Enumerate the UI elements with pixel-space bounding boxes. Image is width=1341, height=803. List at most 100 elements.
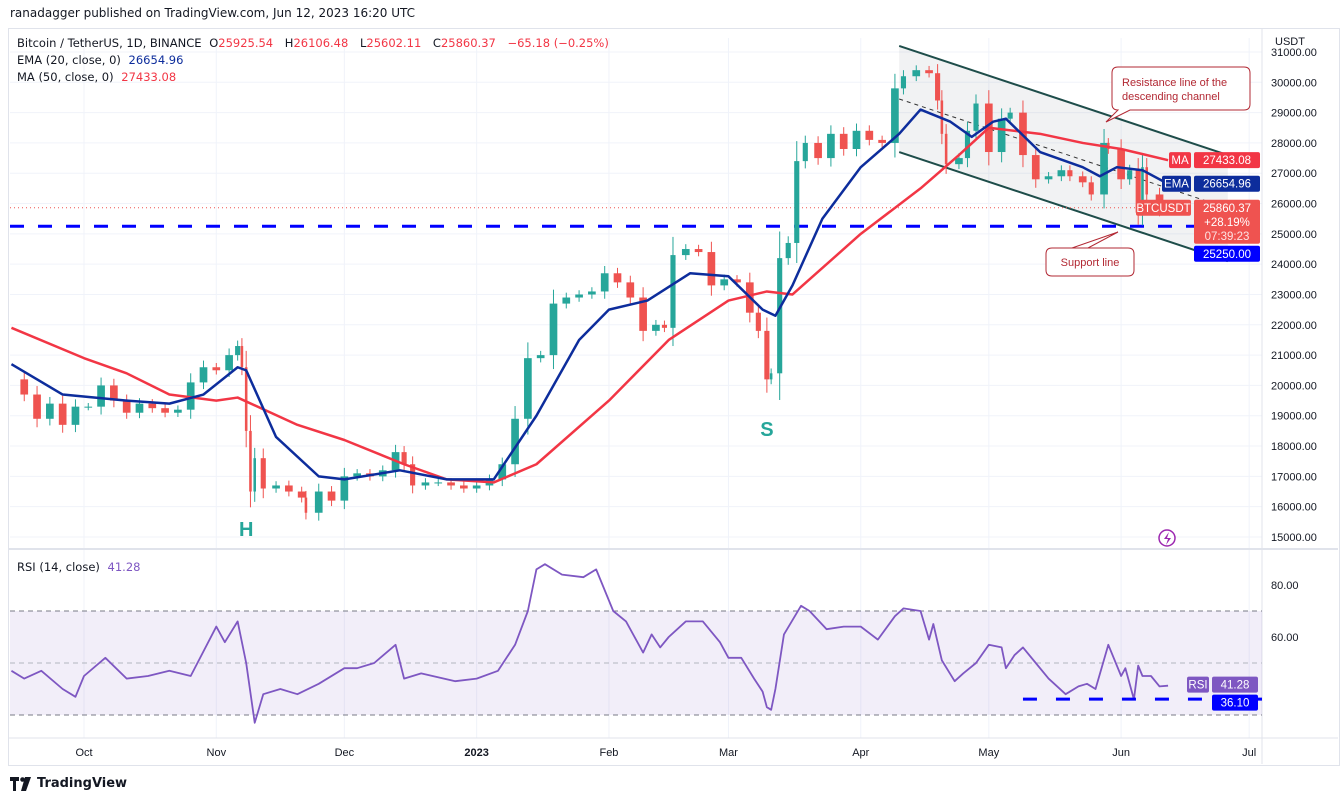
price-tick-label: 17000.00 [1271, 471, 1317, 483]
candle-up [785, 242, 791, 259]
candle-up [549, 303, 558, 356]
support-tag-value: 25250.00 [1203, 249, 1251, 261]
rsi-support-tag-value: 36.10 [1221, 698, 1250, 710]
price-tag-value: 25860.37 [1203, 203, 1251, 215]
candle-down [58, 403, 67, 425]
candle-up [997, 118, 1006, 153]
rsi-line [10, 563, 1169, 724]
rsi-tick-label: 60.00 [1271, 632, 1299, 644]
price-tick-label: 18000.00 [1271, 441, 1317, 453]
price-tick-label: 24000.00 [1271, 259, 1317, 271]
ema-tag-name: EMA [1164, 179, 1189, 191]
time-tick-label: Mar [719, 747, 738, 759]
close-value: 25860.37 [440, 36, 496, 50]
candle-up [135, 403, 144, 413]
price-tick-label: 19000.00 [1271, 411, 1317, 423]
open-value: 25925.54 [218, 36, 274, 50]
low-value: 25602.11 [366, 36, 422, 50]
ema-tag-value: 26654.96 [1203, 179, 1251, 191]
candle-down [327, 491, 336, 501]
high-value: 26106.48 [293, 36, 349, 50]
candle-down [764, 330, 770, 380]
candle-down [20, 379, 29, 395]
time-tick-label: Jul [1242, 747, 1256, 759]
support-callout-box [1045, 231, 1135, 277]
candle-up [174, 409, 182, 413]
price-tag-bg [1194, 199, 1260, 244]
candle-down [639, 297, 647, 331]
candle-up [777, 258, 783, 374]
candle-down [410, 464, 416, 486]
ema-value: 26654.96 [128, 53, 184, 67]
candle-down [249, 430, 252, 492]
candle-up [1141, 167, 1144, 213]
price-tick-label: 27000.00 [1271, 168, 1317, 180]
candle-up [588, 291, 596, 295]
symbol-title[interactable]: Bitcoin / TetherUS, 1D, BINANCE [17, 36, 202, 50]
candle-up [827, 133, 835, 159]
price-tick-label: 23000.00 [1271, 289, 1317, 301]
time-tick-label: Oct [75, 747, 92, 759]
candle-up [670, 255, 676, 328]
candle-down [694, 249, 703, 253]
time-tick-label: Nov [207, 747, 227, 759]
price-tag-name: BTCUSDT [1136, 203, 1190, 215]
publish-info: ranadagger published on TradingView.com,… [10, 6, 415, 20]
candle-up [1044, 176, 1053, 180]
candle-down [935, 73, 941, 101]
candle-down [1067, 170, 1073, 177]
candle-up [340, 476, 349, 501]
price-tick-label: 31000.00 [1271, 47, 1317, 59]
channel-support-line [898, 151, 1229, 263]
price-tick-label: 30000.00 [1271, 77, 1317, 89]
close-label: C [432, 36, 441, 50]
candle-up [891, 88, 899, 143]
candle-down [626, 282, 635, 298]
candle-down [148, 403, 157, 409]
candle-down [285, 485, 293, 492]
currency-label: USDT [1275, 36, 1305, 48]
lightning-bolt-glyph [1164, 532, 1171, 545]
tradingview-logo[interactable]: TradingView [10, 776, 127, 791]
candle-down [212, 367, 221, 371]
rsi-tag-value-bg [1212, 676, 1258, 693]
symbol-legend: Bitcoin / TetherUS, 1D, BINANCE O25925.5… [17, 36, 613, 50]
candle-up [225, 355, 233, 371]
candle-down [33, 394, 41, 419]
candle-down [944, 133, 948, 165]
candle-up [472, 485, 481, 489]
candle-up [235, 346, 241, 356]
candle-down [260, 458, 266, 489]
candle-down [110, 385, 118, 401]
ma-tag-name-bg [1169, 152, 1191, 169]
candle-down [814, 142, 822, 159]
time-tick-label: May [978, 747, 999, 759]
head-label: H [239, 519, 253, 541]
candle-up [575, 294, 583, 298]
time-tick-label: 2023 [464, 747, 488, 759]
candle-down [297, 491, 306, 498]
candle-up [253, 458, 257, 492]
time-tick-label: Apr [852, 747, 869, 759]
candle-down [878, 139, 886, 143]
ma-legend[interactable]: MA (50, close, 0) 27433.08 [17, 70, 180, 84]
candle-up [1100, 142, 1108, 195]
change-value: −65.18 (−0.25%) [507, 36, 609, 50]
ma-tag-name: MA [1171, 155, 1189, 167]
candle-up [199, 367, 208, 383]
candle-down [661, 324, 668, 328]
ema-legend[interactable]: EMA (20, close, 0) 26654.96 [17, 53, 187, 67]
price-tag-name-bg [1136, 199, 1191, 216]
candle-down [707, 252, 716, 286]
chart-frame [8, 28, 1340, 766]
resistance-callout-box [1105, 66, 1251, 123]
price-tick-label: 29000.00 [1271, 108, 1317, 120]
candle-down [447, 482, 455, 486]
candle-up [524, 358, 532, 419]
ma-tag-value: 27433.08 [1203, 155, 1251, 167]
price-tick-label: 16000.00 [1271, 502, 1317, 514]
candle-up [97, 385, 105, 407]
rsi-legend[interactable]: RSI (14, close) 41.28 [17, 560, 144, 574]
rsi-label: RSI (14, close) [17, 560, 100, 574]
